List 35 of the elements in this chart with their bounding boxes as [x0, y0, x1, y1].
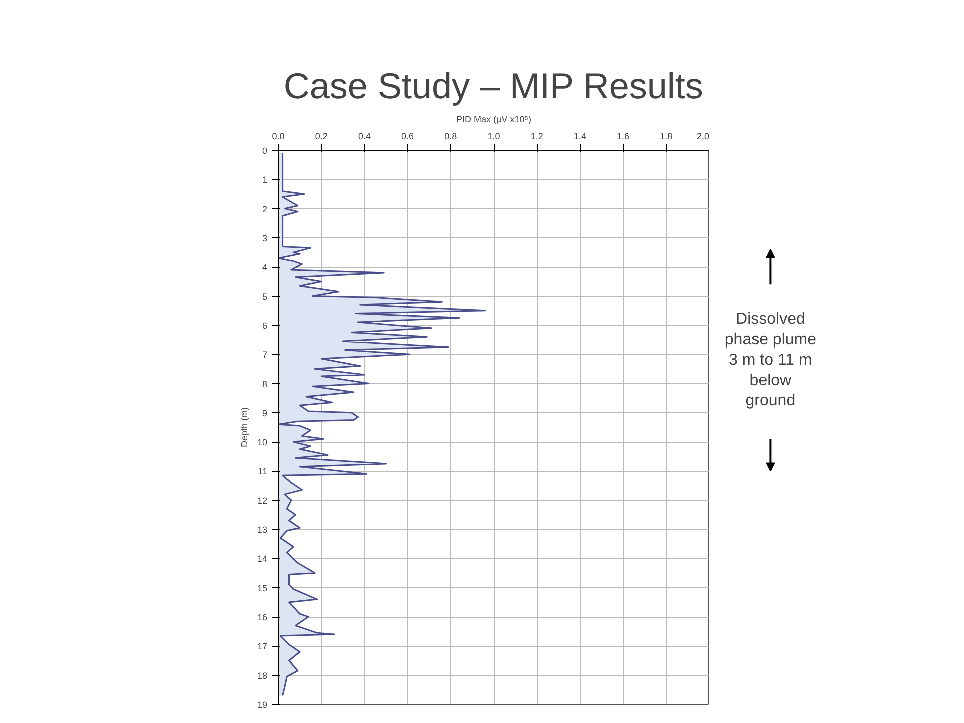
x-tick-label: 1.0: [488, 132, 500, 142]
y-tick-label: 19: [257, 700, 268, 710]
x-tick-label: 1.8: [660, 132, 673, 142]
x-tick-label: 2.0: [696, 132, 710, 142]
y-tick-label: 5: [262, 292, 268, 302]
y-tick-label: 11: [258, 466, 268, 477]
y-tick-label: 17: [257, 642, 268, 652]
x-tick-label: 0.4: [358, 132, 371, 142]
y-tick-label: 1: [262, 175, 268, 186]
x-tick-label: 0.6: [402, 132, 414, 142]
y-tick-label: 13: [257, 525, 268, 536]
y-tick-label: 12: [257, 496, 268, 506]
y-tick-label: 0: [262, 146, 268, 156]
y-tick-label: 15: [257, 583, 268, 594]
y-tick-label: 6: [262, 320, 268, 331]
y-tick-label: 10: [257, 438, 268, 448]
x-tick-label: 0.8: [444, 132, 458, 142]
text: Dissolved phase plume 3 m to 11 m below ground: [724, 311, 817, 410]
y-tick-label: 9: [262, 408, 268, 418]
y-tick-label: 16: [257, 612, 268, 623]
y-tick-label: 4: [262, 262, 268, 273]
y-tick-label: 18: [257, 670, 268, 681]
x-tick-label: 0.2: [315, 132, 328, 142]
y-axis-title: Depth (m): [239, 407, 250, 448]
x-axis-title: PID Max (µV x10⁵): [456, 114, 532, 124]
y-tick-label: 14: [257, 554, 268, 564]
x-tick-label: 1.6: [617, 132, 630, 142]
x-tick-label: 1.4: [574, 132, 586, 142]
x-tick-label: 0.0: [272, 132, 285, 142]
y-tick-label: 2: [262, 204, 268, 214]
y-tick-label: 8: [262, 379, 268, 390]
chart-title: Case Study – MIP Results: [284, 66, 704, 106]
x-tick-label: 1.2: [530, 132, 544, 142]
y-tick-label: 7: [262, 350, 268, 360]
y-tick-label: 3: [262, 233, 268, 244]
